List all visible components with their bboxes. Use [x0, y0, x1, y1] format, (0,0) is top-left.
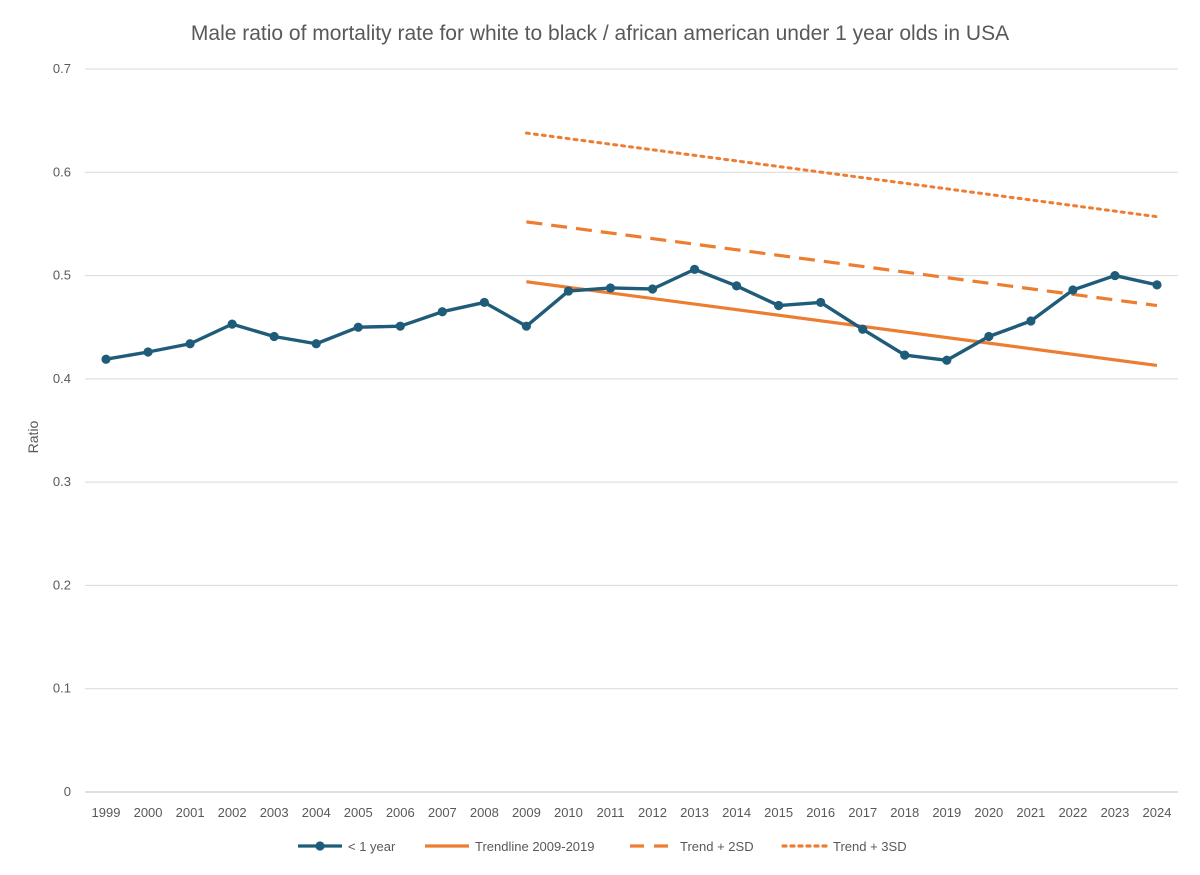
legend-label: < 1 year: [348, 839, 396, 854]
chart-title: Male ratio of mortality rate for white t…: [191, 22, 1009, 45]
y-tick-label: 0.6: [53, 164, 71, 179]
data-point: [185, 339, 195, 349]
x-tick-label: 2022: [1058, 805, 1087, 820]
x-tick-label: 2024: [1143, 805, 1172, 820]
gridlines: [85, 68, 1178, 793]
data-point: [563, 286, 574, 296]
data-point: [731, 281, 742, 291]
x-tick-label: 2009: [512, 805, 541, 820]
data-point: [311, 339, 321, 349]
data-point: [437, 307, 447, 317]
x-tick-label: 2021: [1016, 805, 1045, 820]
x-tick-label: 2017: [848, 805, 877, 820]
x-tick-label: 2023: [1100, 805, 1129, 820]
x-tick-label: 2006: [386, 805, 415, 820]
x-tick-label: 2001: [176, 805, 205, 820]
y-tick-label: 0.2: [53, 577, 71, 592]
x-tick-label: 2014: [722, 805, 751, 820]
data-point: [1068, 285, 1078, 295]
legend: < 1 year Trendline 2009-2019 Trend + 2SD Tr…: [298, 839, 907, 854]
data-point: [395, 321, 405, 331]
x-tick-label: 2012: [638, 805, 667, 820]
y-axis-ticks: 0 0.1 0.2 0.3 0.4 0.5 0.6 0.7: [53, 61, 71, 799]
x-tick-label: 2002: [218, 805, 247, 820]
data-point: [1026, 316, 1036, 326]
data-point: [1152, 280, 1162, 290]
data-point: [269, 331, 279, 342]
data-point: [479, 297, 489, 308]
x-tick-label: 2018: [890, 805, 919, 820]
data-point: [647, 284, 658, 294]
y-tick-label: 0.7: [53, 61, 71, 76]
data-point: [774, 300, 784, 311]
data-point: [353, 322, 363, 332]
data-point: [689, 264, 700, 274]
y-tick-label: 0.5: [53, 268, 71, 283]
x-tick-label: 2004: [302, 805, 331, 820]
data-point: [900, 350, 910, 360]
data-point: [984, 331, 994, 342]
y-axis-label: Ratio: [25, 420, 41, 453]
legend-label: Trendline 2009-2019: [475, 839, 595, 854]
legend-marker: [315, 841, 325, 851]
series-line-trendline: [526, 280, 1158, 368]
legend-label: Trend + 2SD: [680, 839, 754, 854]
x-tick-label: 2013: [680, 805, 709, 820]
x-tick-label: 2019: [932, 805, 961, 820]
x-tick-label: 2016: [806, 805, 835, 820]
data-point: [101, 354, 111, 364]
x-tick-label: 2015: [764, 805, 793, 820]
x-tick-label: 2003: [260, 805, 289, 820]
data-point: [605, 283, 616, 293]
x-tick-label: 2011: [596, 805, 624, 820]
x-tick-label: 2000: [134, 805, 163, 820]
y-tick-label: 0.1: [53, 681, 71, 696]
series-line-under-1-year: [105, 267, 1158, 362]
series-line-trend-3sd: [524, 131, 1159, 219]
data-point: [816, 297, 826, 308]
y-tick-label: 0.4: [53, 371, 71, 386]
y-tick-label: 0: [64, 784, 71, 799]
data-point: [858, 324, 868, 334]
x-tick-label: 2020: [974, 805, 1003, 820]
data-point: [521, 321, 532, 331]
x-tick-label: 2010: [554, 805, 583, 820]
x-axis-ticks: 1999 2000 2001 2002 2003 2004 2005 2006 2007 2008…: [92, 805, 1172, 820]
series-line-trend-2sd: [526, 220, 1158, 308]
data-point: [227, 319, 237, 329]
data-point: [942, 355, 952, 365]
data-point: [1110, 270, 1120, 281]
data-point: [143, 347, 153, 357]
x-tick-label: 2008: [470, 805, 499, 820]
y-tick-label: 0.3: [53, 474, 71, 489]
legend-label: Trend + 3SD: [833, 839, 907, 854]
x-tick-label: 1999: [92, 805, 121, 820]
plot-area: [101, 131, 1162, 368]
x-tick-label: 2005: [344, 805, 373, 820]
x-tick-label: 2007: [428, 805, 457, 820]
